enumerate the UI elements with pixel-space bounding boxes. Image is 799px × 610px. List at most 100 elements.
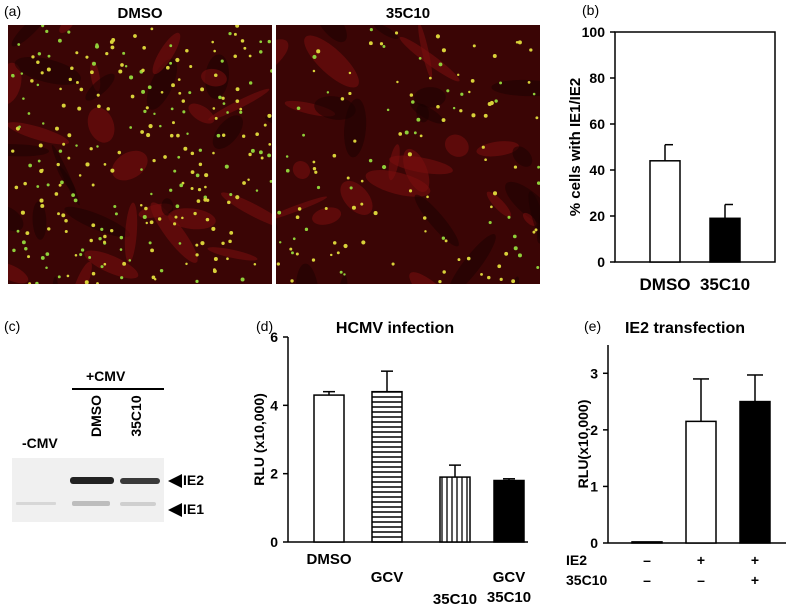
- nucleus-dot: [240, 39, 245, 43]
- nucleus-dot: [27, 112, 31, 115]
- nucleus-dot: [480, 272, 483, 276]
- nucleus-dot: [243, 46, 247, 50]
- nucleus-dot: [186, 132, 189, 135]
- nucleus-dot: [88, 256, 92, 259]
- nucleus-dot: [348, 91, 352, 96]
- nucleus-dot: [459, 109, 463, 113]
- nucleus-dot: [106, 107, 111, 111]
- nucleus-dot: [177, 155, 181, 159]
- nucleus-dot: [110, 168, 115, 173]
- nucleus-dot: [22, 97, 25, 100]
- nucleus-dot: [466, 256, 471, 261]
- nucleus-dot: [79, 252, 83, 257]
- nucleus-dot: [175, 204, 180, 209]
- nucleus-dot: [239, 110, 243, 114]
- panel-a-label: (a): [4, 3, 22, 19]
- nucleus-dot: [386, 108, 390, 112]
- stroma-streak: [491, 79, 540, 97]
- nucleus-dot: [130, 94, 135, 99]
- stroma-streak: [52, 276, 59, 284]
- nucleus-dot: [100, 227, 104, 231]
- nucleus-dot: [150, 248, 154, 253]
- nucleus-dot: [507, 215, 511, 219]
- stroma-streak: [314, 25, 347, 43]
- nucleus-dot: [452, 106, 456, 110]
- nucleus-dot: [171, 121, 175, 125]
- condition-label: 35C10: [566, 572, 607, 588]
- x-tick-label: GCV: [371, 569, 404, 586]
- stroma-streak: [220, 192, 272, 229]
- micrograph-texture: [8, 25, 272, 284]
- nucleus-dot: [330, 253, 333, 257]
- stroma-streak: [146, 58, 178, 110]
- nucleus-dot: [270, 69, 272, 73]
- nucleus-dot: [47, 54, 51, 58]
- nucleus-dot: [343, 273, 346, 276]
- nucleus-dot: [160, 90, 164, 94]
- band-label-ie1: IE1: [183, 501, 205, 517]
- nucleus-dot: [396, 80, 399, 84]
- condition-sign: –: [643, 572, 651, 588]
- stroma-streak: [124, 202, 138, 263]
- nucleus-dot: [228, 32, 232, 36]
- nucleus-dot: [91, 271, 96, 276]
- nucleus-dot: [66, 274, 70, 278]
- nucleus-dot: [411, 100, 415, 104]
- nucleus-dot: [487, 101, 492, 107]
- nucleus-dot: [235, 195, 240, 200]
- y-tick-label: 0: [270, 534, 278, 550]
- nucleus-dot: [74, 254, 78, 257]
- micrograph-title-dmso: DMSO: [117, 5, 163, 22]
- nucleus-dot: [269, 179, 272, 183]
- nucleus-dot: [436, 104, 440, 109]
- nucleus-dot: [268, 143, 272, 146]
- stroma-streak: [201, 68, 227, 87]
- y-tick-label: 60: [589, 116, 605, 132]
- nucleus-dot: [295, 215, 300, 220]
- nucleus-dot: [171, 83, 175, 88]
- nucleus-dot: [457, 258, 461, 262]
- nucleus-dot: [120, 63, 124, 67]
- nucleus-dot: [28, 282, 32, 284]
- nucleus-dot: [103, 240, 106, 244]
- nucleus-dot: [351, 205, 356, 210]
- nucleus-dot: [512, 234, 517, 239]
- nucleus-dot: [267, 113, 272, 118]
- micrograph-35c10: [276, 25, 540, 284]
- chart-e: IE2 transfection 0 1 2 3 RLU(x10,000) IE2 – + +35…: [566, 320, 786, 588]
- nucleus-dot: [129, 126, 133, 129]
- micrograph-texture: [276, 25, 540, 284]
- band-bg-minus-cmv: [16, 502, 56, 505]
- micrograph-dmso: [8, 25, 272, 284]
- nucleus-dot: [263, 123, 267, 127]
- nucleus-dot: [513, 246, 518, 251]
- y-tick-label: 3: [590, 365, 598, 381]
- nucleus-dot: [181, 99, 186, 103]
- nucleus-dot: [488, 220, 492, 225]
- stroma-streak: [207, 247, 258, 261]
- western-blot: [12, 458, 164, 522]
- nucleus-dot: [218, 95, 222, 100]
- nucleus-dot: [189, 64, 193, 69]
- stroma-streak: [312, 207, 342, 225]
- nucleus-dot: [141, 68, 145, 73]
- nucleus-dot: [204, 173, 209, 178]
- condition-sign: –: [643, 552, 651, 568]
- stroma-streak: [11, 25, 47, 47]
- bar: [313, 394, 345, 543]
- nucleus-dot: [369, 28, 373, 32]
- stroma-streak: [188, 103, 215, 124]
- nucleus-dot: [35, 281, 39, 284]
- nucleus-dot: [31, 55, 35, 59]
- stroma-streak: [150, 202, 198, 263]
- nucleus-dot: [78, 174, 82, 177]
- nucleus-dot: [204, 185, 207, 189]
- plot-frame: [614, 31, 776, 263]
- nucleus-dot: [119, 235, 124, 240]
- nucleus-dot: [409, 93, 414, 97]
- nucleus-dot: [324, 207, 328, 211]
- stroma-streak: [208, 88, 270, 121]
- nucleus-dot: [27, 255, 31, 259]
- nucleus-dot: [471, 113, 476, 118]
- nucleus-dot: [444, 239, 448, 243]
